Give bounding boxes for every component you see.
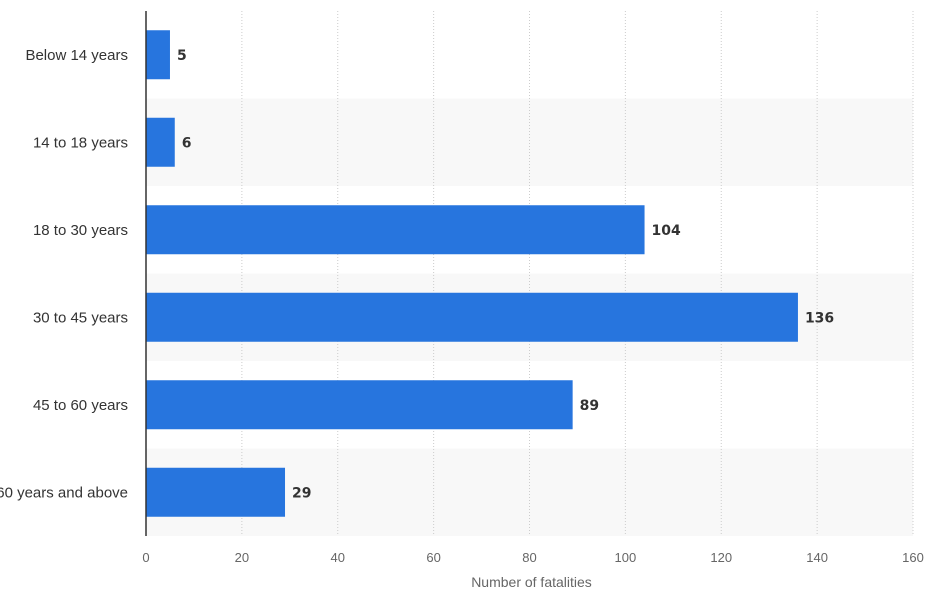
x-axis-title: Number of fatalities <box>471 574 592 590</box>
x-tick-label: 140 <box>806 550 828 565</box>
data-labels: 5 6 104 136 89 29 <box>177 48 834 502</box>
x-tick-label: 80 <box>522 550 536 565</box>
category-label: 18 to 30 years <box>33 222 128 239</box>
data-label: 5 <box>177 48 187 64</box>
category-label: 30 to 45 years <box>33 309 128 326</box>
bar <box>146 292 798 342</box>
x-tick-labels: 0 20 40 60 80 100 120 140 160 <box>142 550 923 565</box>
row-band <box>146 98 913 186</box>
x-tick-label: 0 <box>142 550 149 565</box>
category-label: 60 years and above <box>0 484 128 501</box>
x-tick-label: 60 <box>426 550 440 565</box>
data-label: 136 <box>805 310 834 326</box>
x-tick-label: 100 <box>615 550 637 565</box>
x-tick-label: 40 <box>331 550 345 565</box>
x-tick-label: 20 <box>235 550 249 565</box>
data-label: 89 <box>580 398 599 414</box>
category-label: Below 14 years <box>25 47 128 64</box>
bar <box>146 467 286 517</box>
category-label: 14 to 18 years <box>33 134 128 151</box>
bar <box>146 380 573 430</box>
x-tick-label: 160 <box>902 550 924 565</box>
data-label: 6 <box>182 135 192 151</box>
category-label: 45 to 60 years <box>33 397 128 414</box>
category-labels: Below 14 years 14 to 18 years 18 to 30 yea… <box>0 47 128 502</box>
gridlines <box>241 11 914 536</box>
data-label: 104 <box>652 223 681 239</box>
x-tick-label: 120 <box>710 550 732 565</box>
data-label: 29 <box>292 485 311 501</box>
bars <box>146 30 798 517</box>
bar <box>146 30 170 80</box>
bar <box>146 205 645 255</box>
bar <box>146 117 175 167</box>
